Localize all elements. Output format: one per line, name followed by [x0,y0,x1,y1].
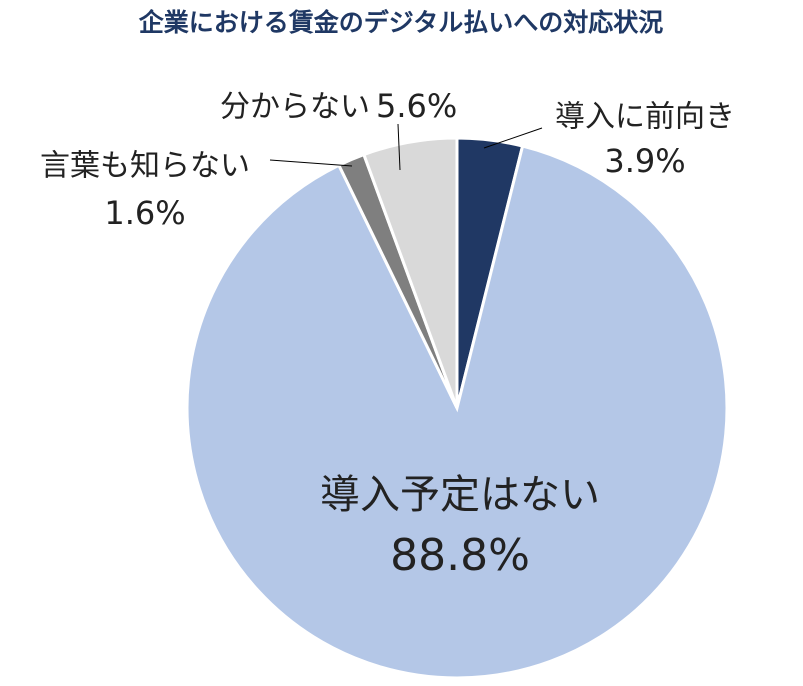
pie-slice [185,144,729,680]
leader-line [397,123,401,171]
chart-title: 企業における賃金のデジタル払いへの対応状況 [139,8,664,37]
slice-label: 言葉も知らない [40,149,250,184]
value-label: 3.9% [604,142,685,180]
slice-label: 分からない [220,90,370,125]
value-label: 1.6% [104,194,185,232]
leader-line [483,127,543,149]
leader-line [269,159,353,167]
value-label: 5.6% [376,87,457,125]
slice-label: 導入に前向き [555,100,735,135]
value-label: 88.8% [390,530,530,581]
pie-slice [361,136,459,409]
slice-label: 導入予定はない [320,472,600,518]
